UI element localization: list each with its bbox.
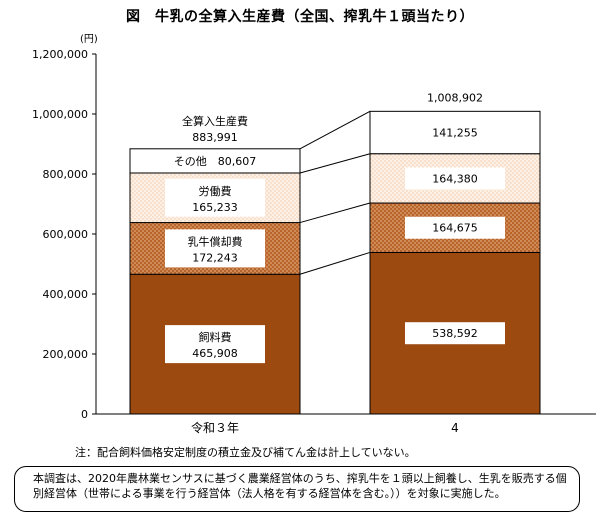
data-label-box	[405, 216, 505, 239]
data-label: 172,243	[192, 251, 238, 264]
series-label: 飼料費	[199, 330, 232, 344]
y-unit-label: (円)	[80, 34, 98, 45]
connector-line	[299, 202, 371, 224]
connector-line	[299, 251, 371, 275]
y-tick-label: 600,000	[43, 228, 89, 241]
data-label-box	[165, 229, 265, 268]
data-label-box	[405, 167, 505, 190]
x-tick-label: 令和３年	[191, 420, 239, 435]
chart-note: 注：配合飼料価格安定制度の積立金及び補てん金は計上していない。	[75, 446, 416, 459]
data-label: その他 80,607	[174, 155, 257, 168]
data-label-box	[405, 322, 505, 345]
series-label: 労働費	[199, 184, 232, 198]
data-label: 538,592	[432, 327, 478, 340]
connector-line	[299, 153, 371, 174]
y-tick-label: 1,200,000	[32, 48, 88, 61]
total-label: 1,008,902	[427, 91, 483, 104]
data-labels: 飼料費 465,908 乳牛償却費 172,243 労働費 165,233 その他 80,6…	[150, 91, 505, 364]
y-tick-label: 0	[81, 408, 88, 421]
data-label: 164,380	[432, 172, 478, 185]
data-label: 141,255	[432, 127, 478, 140]
chart-title: 図 牛乳の全算入生産費（全国、搾乳牛１頭当たり）	[126, 9, 474, 25]
connector-line	[299, 110, 371, 150]
y-tick-label: 200,000	[43, 348, 89, 361]
data-label-box	[150, 152, 280, 169]
data-label-box	[405, 121, 505, 144]
total-series-label: 全算入生産費	[182, 114, 248, 128]
y-tick-label: 400,000	[43, 288, 89, 301]
bar-connectors	[299, 110, 371, 275]
total-label: 883,991	[192, 131, 238, 144]
survey-footnote: 本調査は、2020年農林業センサスに基づく農業経営体のうち、搾乳牛を１頭以上飼養…	[14, 466, 580, 512]
y-tick-label: 800,000	[43, 168, 89, 181]
stacked-bar-chart: 0 200,000 400,000 600,000 800,000 1,000,000 1,…	[32, 34, 596, 435]
data-label-box	[165, 325, 265, 364]
data-label: 165,233	[192, 201, 238, 214]
data-label: 164,675	[432, 222, 478, 235]
axes: 0 200,000 400,000 600,000 800,000 1,000,000 1,…	[32, 34, 596, 435]
x-tick-label: 4	[451, 421, 459, 435]
y-tick-label: 1,000,000	[32, 108, 88, 121]
series-label: 乳牛償却費	[188, 234, 243, 248]
data-label: 465,908	[192, 347, 238, 360]
data-label-box	[165, 178, 265, 217]
